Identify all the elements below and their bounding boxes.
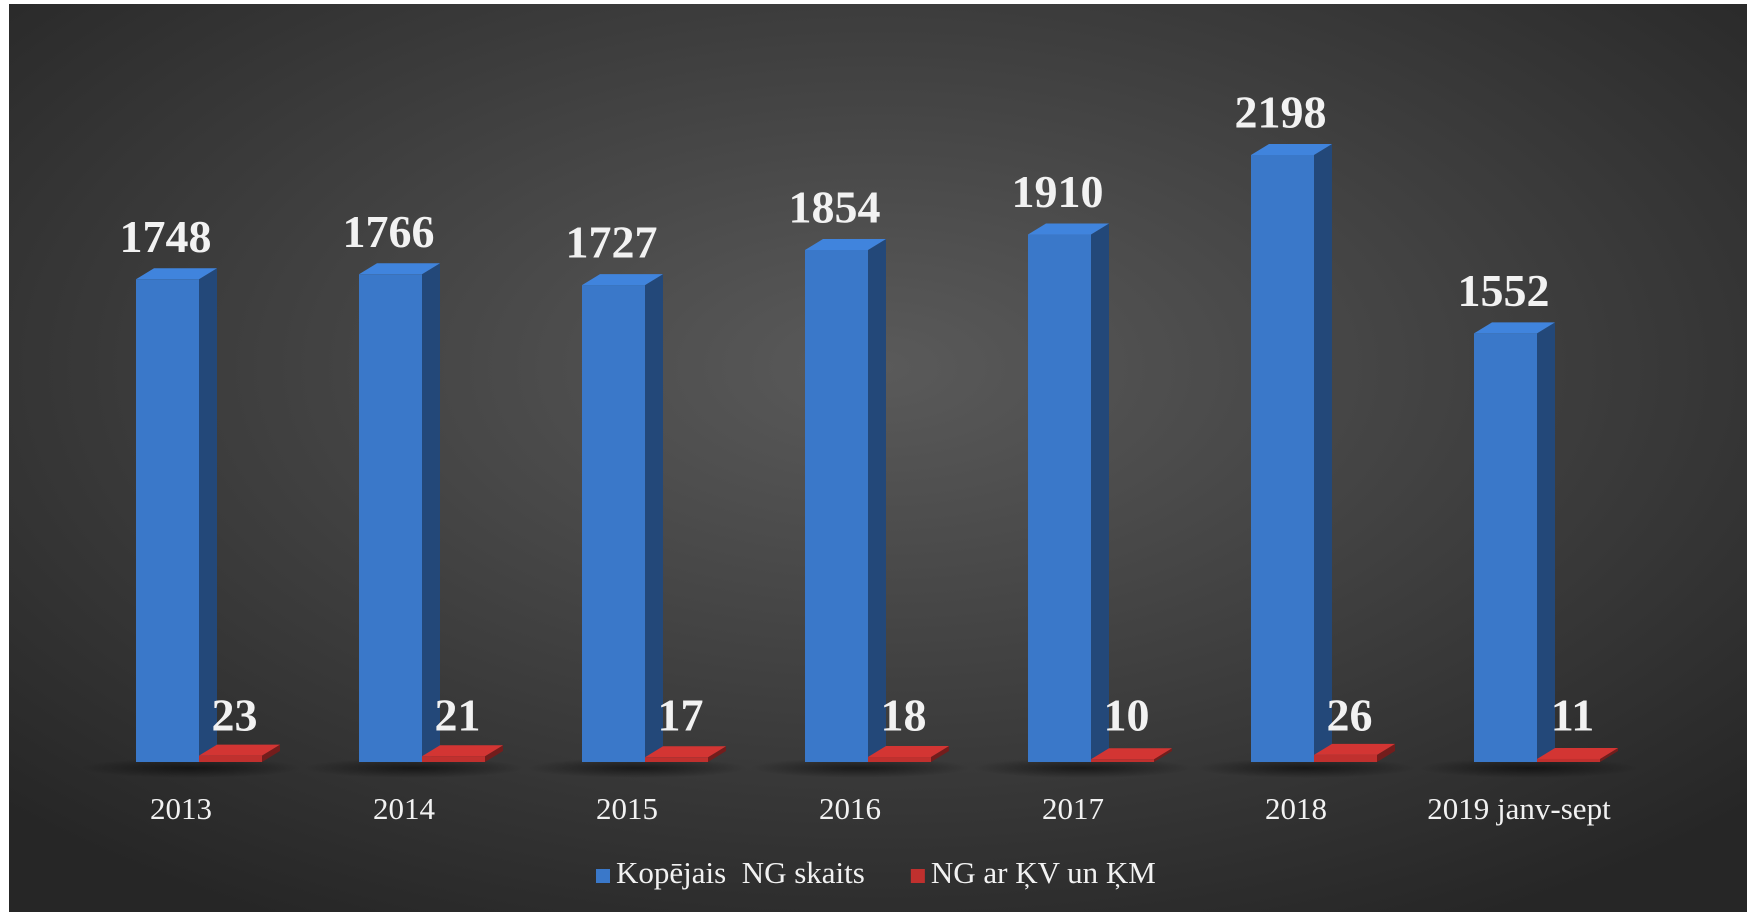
bar-side [645,274,663,762]
bar [582,285,645,762]
bar-side [199,268,217,762]
bar [645,757,708,762]
bar [199,755,262,762]
bar-top [1028,223,1109,235]
bar-top [199,744,280,756]
x-tick-label: 2015 [596,791,658,826]
bar-top [422,745,503,757]
bar-top [1314,743,1395,755]
bar-side [262,744,280,762]
bar-side [708,746,726,762]
bar-top [645,746,726,758]
bar [805,249,868,762]
bar-top [1474,322,1555,334]
legend-swatch [596,869,610,883]
bar [136,279,199,762]
data-label: 10 [1104,690,1150,741]
bar-side [1377,743,1395,762]
bar-top [1091,748,1172,760]
data-label: 1748 [120,211,212,262]
data-label: 1854 [789,182,881,233]
bar-side [1154,748,1172,762]
bar-shadow [1196,758,1416,778]
bar-side [485,745,503,762]
data-label: 1727 [566,217,658,268]
bar-top [868,746,949,758]
bar [1314,754,1377,762]
data-label: 17 [658,690,704,741]
bar-side [1537,322,1555,762]
bar-side [931,746,949,762]
bar-side [1600,747,1618,762]
bar-top [359,263,440,275]
data-label: 11 [1551,690,1594,741]
bar-shadow [973,758,1193,778]
bar-side [1314,144,1332,762]
bar [1251,155,1314,762]
legend-label: Kopējais NG skaits [616,855,865,890]
data-label: 21 [435,690,481,741]
data-label: 2198 [1235,87,1327,138]
bar-side [1091,223,1109,762]
data-label: 18 [881,690,927,741]
x-tick-label: 2018 [1265,791,1327,826]
legend-swatch [910,869,925,883]
bar-top [582,274,663,286]
bar [422,756,485,762]
bar-shadow [750,758,970,778]
data-label: 26 [1327,690,1373,741]
bar-shadow [81,758,301,778]
x-tick-label: 2014 [373,791,436,826]
bar-top [805,238,886,250]
bar [1028,234,1091,762]
bar-shadow [527,758,747,778]
bar-top [1251,144,1332,155]
bar-top [136,268,217,280]
data-label: 1552 [1458,265,1550,316]
x-tick-label: 2019 janv-sept [1427,791,1611,826]
bar [1537,758,1600,762]
bar-side [422,263,440,762]
bar-shadow [1419,758,1639,778]
x-tick-label: 2016 [819,791,881,826]
data-label: 23 [212,690,258,741]
bar [868,757,931,762]
data-label: 1766 [343,206,435,257]
legend-label: NG ar ĶV un ĶM [931,855,1156,890]
x-tick-label: 2017 [1042,791,1104,826]
data-label: 1910 [1012,166,1104,217]
bar-side [868,238,886,762]
bar [1474,333,1537,762]
x-tick-label: 2013 [150,791,212,826]
bar [359,274,422,762]
bar-shadow [304,758,524,778]
bar [1091,759,1154,762]
bar-top [1537,747,1618,759]
